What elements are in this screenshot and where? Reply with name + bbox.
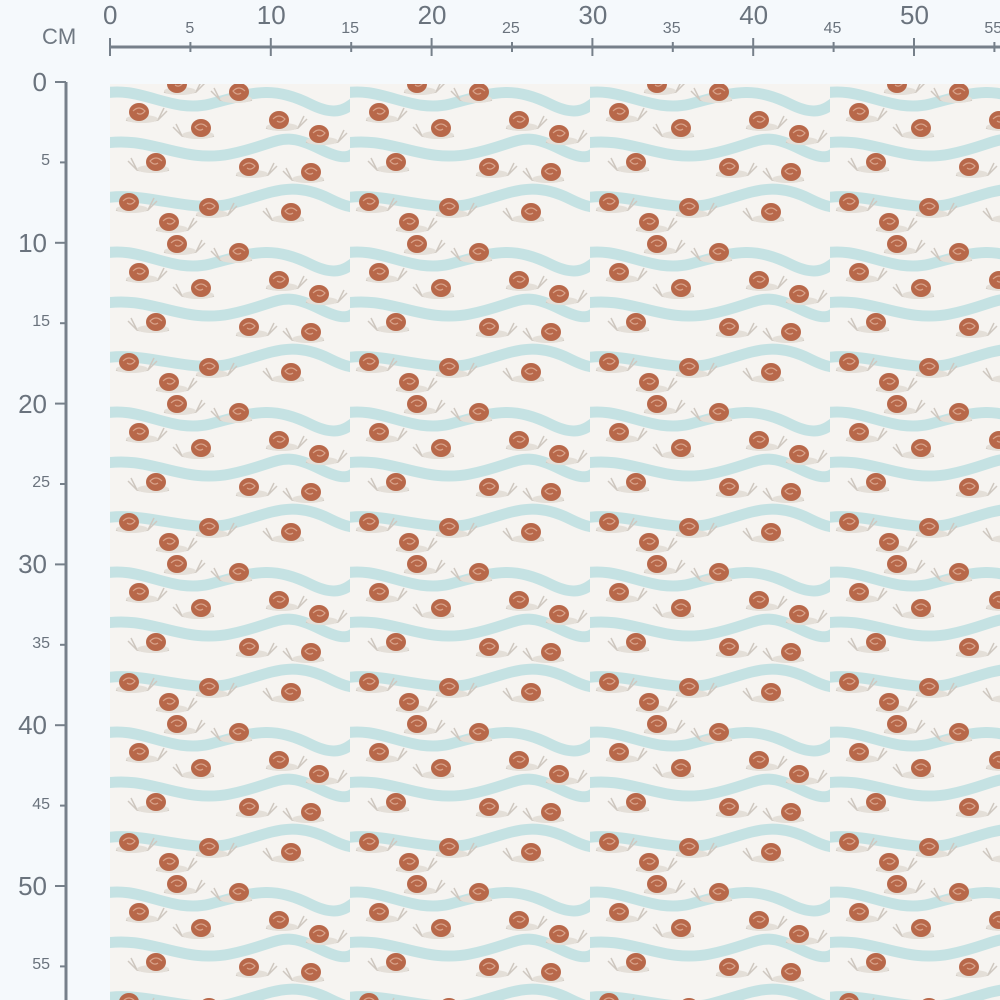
left-tick-label: 15	[32, 313, 50, 331]
left-tick-label: 40	[18, 710, 47, 741]
top-tick-label: 0	[103, 0, 118, 30]
top-tick-label: 35	[662, 20, 681, 37]
left-tick-label: 50	[18, 871, 47, 901]
top-tick-label: 40	[739, 0, 769, 30]
top-tick-label: 50	[900, 0, 929, 30]
left-tick-label: 35	[32, 634, 50, 652]
left-ruler-line	[55, 81, 68, 1000]
left-tick-label: 0	[32, 67, 47, 97]
top-tick-label: 15	[341, 20, 359, 37]
left-tick-label: 55	[32, 956, 50, 974]
snail-pattern	[110, 84, 1000, 1000]
left-ruler: 0 5 10 15 20 25 30 35 40 45 50 55	[0, 60, 100, 1000]
left-tick-label: 30	[18, 549, 47, 580]
top-ruler: 0 5 10 15 20 25 30 35 40 45 50 55	[0, 0, 1000, 60]
left-tick-label: 45	[32, 795, 50, 813]
top-ruler-line	[109, 38, 1000, 56]
left-tick-label: 10	[18, 227, 47, 258]
top-tick-label: 55	[984, 20, 1000, 37]
fabric-preview	[110, 84, 1000, 1000]
left-tick-label: 20	[18, 388, 47, 419]
top-tick-label: 30	[578, 0, 608, 30]
left-tick-label: 5	[41, 152, 50, 170]
top-tick-label: 25	[502, 20, 520, 37]
top-tick-label: 20	[417, 0, 447, 30]
top-tick-label: 5	[185, 20, 195, 37]
top-tick-label: 10	[256, 0, 286, 30]
left-tick-label: 25	[32, 474, 50, 491]
unit-label: CM	[42, 24, 77, 49]
top-tick-label: 45	[823, 20, 842, 37]
